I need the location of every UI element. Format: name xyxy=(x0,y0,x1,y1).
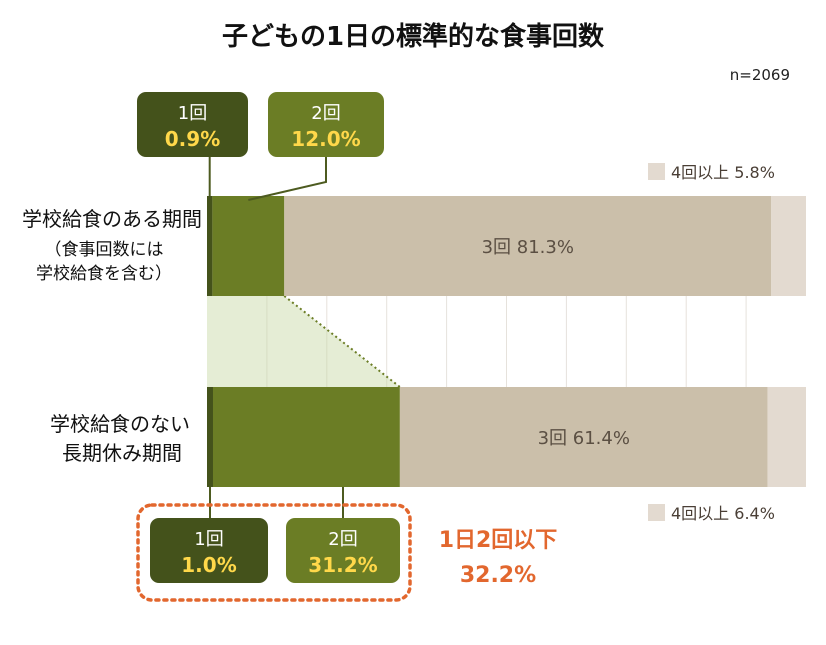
callouts: 1回 0.9% 2回 12.0% 1回 1.0% 2回 31.2% xyxy=(137,92,400,583)
callout-leader-lines xyxy=(208,157,344,518)
chart-title: 子どもの1日の標準的な食事回数 xyxy=(222,21,605,52)
bar-no-lunch-3 xyxy=(399,387,768,487)
bar-school-lunch-3 xyxy=(284,196,772,296)
category-sublabel-2: 学校給食を含む） xyxy=(36,264,172,284)
legend-4plus-bottom: 4回以上 6.4% xyxy=(671,504,775,523)
bar-school-lunch-2 xyxy=(212,196,285,296)
callout-label-top-2: 2回 xyxy=(311,103,340,124)
connector-band xyxy=(207,296,400,387)
callout-box-bottom-1 xyxy=(150,518,268,583)
callout-value-bottom-2: 31.2% xyxy=(308,553,377,577)
legend-swatch-4plus-top xyxy=(648,163,665,180)
sample-size: n=2069 xyxy=(730,66,790,84)
bar-no-lunch-4plus xyxy=(767,387,806,487)
highlight-dotted-frame xyxy=(136,503,412,602)
bar-connector xyxy=(207,295,401,388)
callout-value-top-2: 12.0% xyxy=(291,127,360,151)
callout-label-bottom-2: 2回 xyxy=(328,529,357,550)
callout-label-bottom-1: 1回 xyxy=(194,529,223,550)
bar-label-school-lunch-3: 3回 81.3% xyxy=(482,237,574,258)
gridlines xyxy=(266,296,747,387)
bar-no-lunch-2 xyxy=(212,387,400,487)
leader-top-2 xyxy=(248,157,327,201)
legend-4plus-top: 4回以上 5.8% xyxy=(671,163,775,182)
category-label-no-lunch-line2: 長期休み期間 xyxy=(62,441,182,465)
bar-school-lunch-4plus xyxy=(771,196,806,296)
highlight-line1: 1日2回以下 xyxy=(439,528,558,553)
bar-school-lunch-1 xyxy=(207,196,213,296)
category-sublabel-1: （食事回数には xyxy=(45,240,164,260)
callout-box-top-2 xyxy=(268,92,384,157)
callout-label-top-1: 1回 xyxy=(178,103,207,124)
callout-box-bottom-2 xyxy=(286,518,400,583)
callout-value-bottom-1: 1.0% xyxy=(181,553,236,577)
callout-value-top-1: 0.9% xyxy=(165,127,220,151)
category-label-no-lunch-line1: 学校給食のない xyxy=(50,412,190,436)
callout-box-top-1 xyxy=(137,92,248,157)
category-label-school-lunch: 学校給食のある期間 xyxy=(22,207,202,231)
bar-no-lunch-1 xyxy=(207,387,213,487)
legend-swatch-4plus-bottom xyxy=(648,504,665,521)
bar-label-no-lunch-3: 3回 61.4% xyxy=(538,428,630,449)
stacked-bars: 3回 81.3% 3回 61.4% xyxy=(207,196,806,487)
highlight-line2: 32.2% xyxy=(460,563,536,588)
